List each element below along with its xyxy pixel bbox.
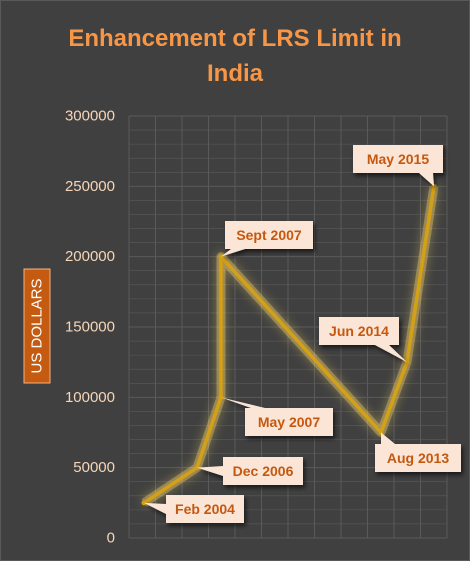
callout-pointer [221, 397, 265, 408]
data-label: Dec 2006 [233, 463, 294, 479]
callout-box [375, 444, 461, 472]
callout-pointer [419, 173, 434, 187]
callout-box [319, 317, 399, 345]
callout-box [166, 495, 244, 523]
data-label: May 2007 [258, 414, 320, 430]
callout-box [353, 145, 443, 173]
y-tick-label: 250000 [65, 178, 115, 195]
callout-sept-2007: Sept 2007 [221, 221, 313, 257]
callout-box [223, 457, 303, 485]
y-tick-label: 150000 [65, 319, 115, 336]
y-tick-label: 0 [107, 530, 115, 547]
callout-pointer [375, 345, 407, 363]
data-label: Sept 2007 [236, 227, 302, 243]
callout-pointer [221, 249, 245, 257]
y-tick-label: 100000 [65, 389, 115, 406]
chart-title-line-1: Enhancement of LRS Limit in [68, 25, 401, 52]
data-point [218, 254, 224, 260]
y-tick-label: 200000 [65, 248, 115, 265]
data-label: May 2015 [367, 151, 429, 167]
chart-title-line-2: India [207, 60, 264, 87]
callout-pointer [197, 466, 223, 476]
callout-pointer [144, 502, 166, 514]
data-callouts: Feb 2004 Dec 2006 May 2007 Sept 2007 Aug 201… [144, 145, 461, 523]
callout-pointer [381, 432, 395, 444]
data-label: Jun 2014 [329, 323, 389, 339]
data-label: Feb 2004 [175, 501, 235, 517]
callout-feb-2004: Feb 2004 [144, 495, 244, 523]
y-axis-label: US DOLLARS [23, 268, 51, 384]
callout-may-2007: May 2007 [221, 397, 333, 436]
callout-dec-2006: Dec 2006 [197, 457, 303, 485]
callout-aug-2013: Aug 2013 [375, 432, 461, 472]
y-axis-label-text: US DOLLARS [29, 278, 46, 373]
callout-jun-2014: Jun 2014 [319, 317, 407, 363]
y-axis-label-background [23, 268, 51, 384]
y-axis-ticks: 0 50000 100000 150000 200000 250000 300000 [65, 108, 115, 547]
chart-title: Enhancement of LRS Limit in India [68, 25, 401, 87]
data-label: Aug 2013 [387, 450, 449, 466]
y-tick-label: 50000 [73, 459, 115, 476]
callout-box [245, 408, 333, 436]
y-tick-label: 300000 [65, 108, 115, 125]
callout-may-2015: May 2015 [353, 145, 443, 187]
callout-box [225, 221, 313, 249]
